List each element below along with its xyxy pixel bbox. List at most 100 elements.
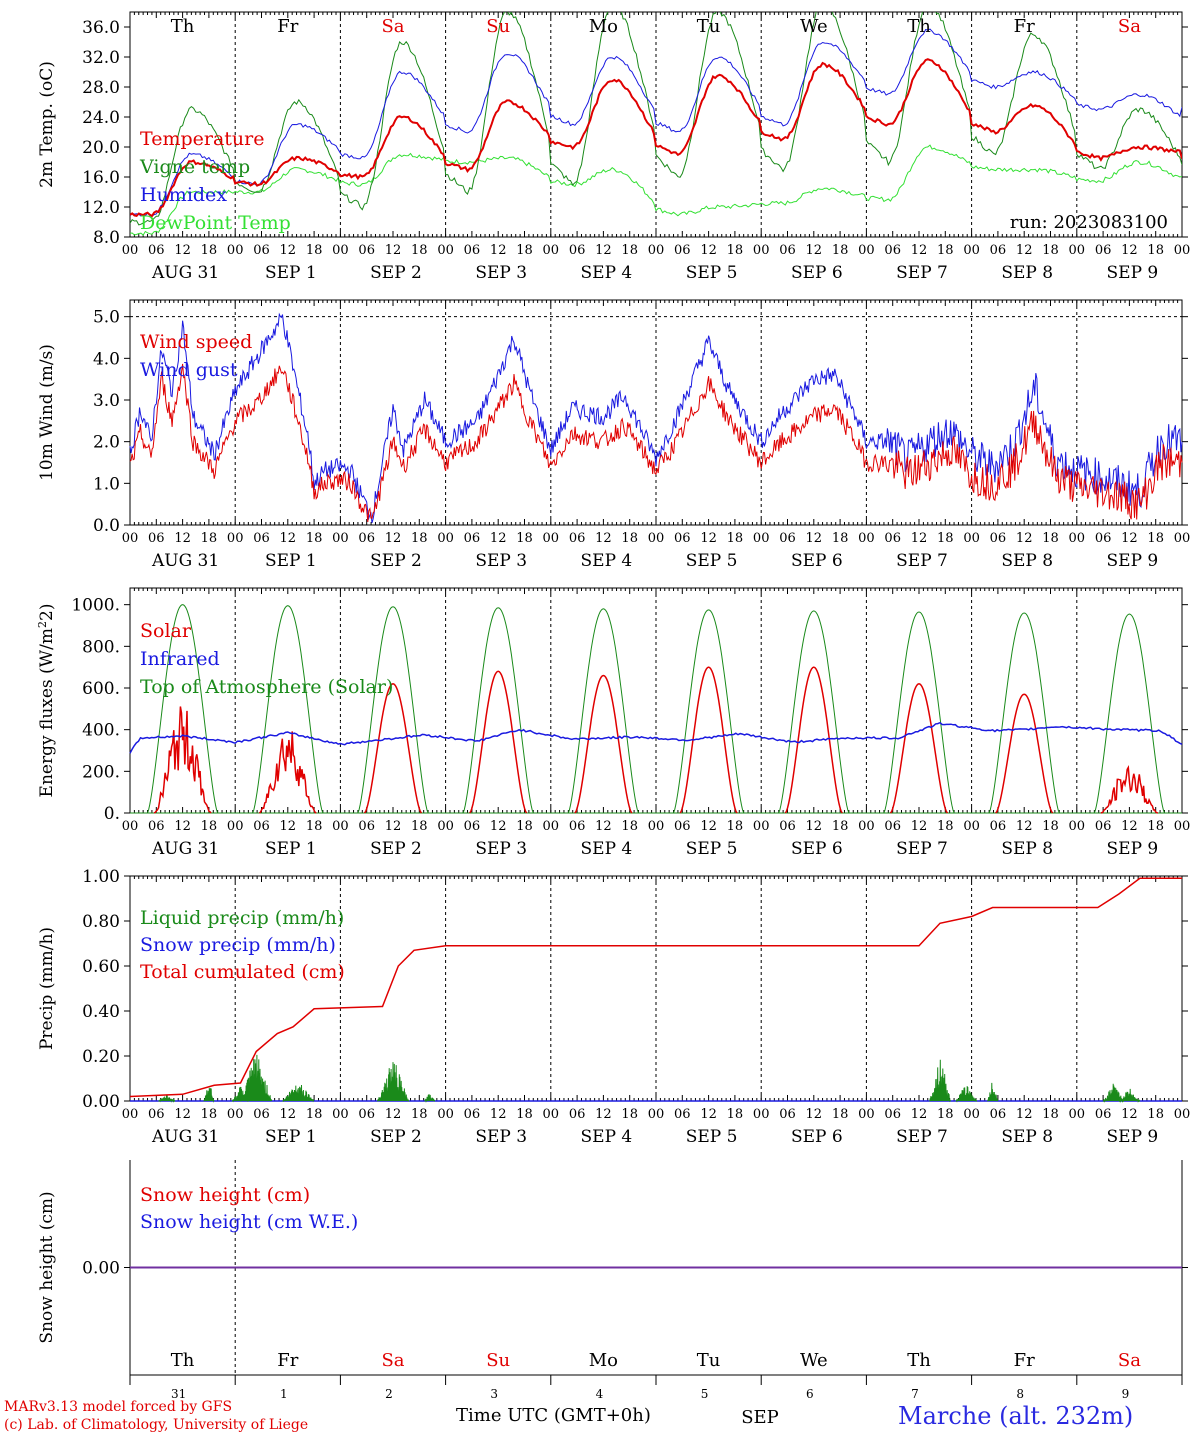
hour-tick-label: 00 xyxy=(753,531,770,546)
hour-tick-label: 18 xyxy=(306,819,323,834)
hour-tick-label: 18 xyxy=(411,819,428,834)
hour-tick-label: 06 xyxy=(358,1107,375,1122)
hour-tick-label: 06 xyxy=(569,531,586,546)
series-line-liquid-precip xyxy=(377,1062,410,1102)
hour-tick-label: 18 xyxy=(516,1107,533,1122)
date-label: SEP 4 xyxy=(581,839,633,859)
hour-tick-label: 00 xyxy=(122,1107,139,1122)
y-tick-label: 8.0 xyxy=(93,228,120,248)
hour-tick-label: 12 xyxy=(174,1107,191,1122)
hour-tick-label: 12 xyxy=(280,243,297,258)
hour-tick-label: 18 xyxy=(201,531,218,546)
hour-tick-label: 00 xyxy=(753,243,770,258)
hour-tick-label: 18 xyxy=(1147,531,1164,546)
date-label: SEP 6 xyxy=(791,551,843,571)
hour-tick-label: 06 xyxy=(569,1107,586,1122)
day-number-label: 3 xyxy=(490,1387,498,1401)
y-tick-label: 0.20 xyxy=(82,1047,120,1067)
series-line-top-of-atmosphere xyxy=(147,604,219,814)
weekday-label: Su xyxy=(486,1350,510,1371)
y-tick-label: 5.0 xyxy=(93,308,120,328)
time-axis-label: Time UTC (GMT+0h) xyxy=(456,1405,651,1426)
hour-tick-label: 18 xyxy=(937,819,954,834)
hour-tick-label: 00 xyxy=(227,819,244,834)
hour-tick-label: 00 xyxy=(753,1107,770,1122)
hour-tick-label: 06 xyxy=(464,1107,481,1122)
hour-tick-label: 06 xyxy=(569,819,586,834)
hour-tick-label: 00 xyxy=(858,531,875,546)
y-tick-label: 12.0 xyxy=(82,198,120,218)
hour-tick-label: 18 xyxy=(411,243,428,258)
date-label: AUG 31 xyxy=(151,839,219,859)
hour-tick-label: 06 xyxy=(1095,531,1112,546)
hour-tick-label: 18 xyxy=(727,243,744,258)
hour-tick-label: 18 xyxy=(832,531,849,546)
weekday-label: Th xyxy=(907,1350,931,1371)
hour-tick-label: 06 xyxy=(884,1107,901,1122)
hour-tick-label: 06 xyxy=(884,819,901,834)
hour-tick-label: 06 xyxy=(990,243,1007,258)
legend-entry: Top of Atmosphere (Solar) xyxy=(140,676,393,698)
hour-tick-label: 12 xyxy=(280,1107,297,1122)
hour-tick-label: 06 xyxy=(464,819,481,834)
date-label: SEP 6 xyxy=(791,263,843,283)
hour-tick-label: 00 xyxy=(1069,243,1086,258)
hour-tick-label: 18 xyxy=(832,243,849,258)
series-line-top-of-atmosphere xyxy=(988,612,1060,814)
hour-tick-label: 12 xyxy=(174,243,191,258)
hour-tick-label: 00 xyxy=(122,243,139,258)
y-tick-label: 0.60 xyxy=(82,957,120,977)
y-tick-label: 0.0 xyxy=(93,516,120,536)
legend-entry: Wind speed xyxy=(140,331,252,353)
date-label: SEP 7 xyxy=(896,839,948,859)
hour-tick-label: 18 xyxy=(727,1107,744,1122)
hour-tick-label: 18 xyxy=(621,1107,638,1122)
date-label: SEP 9 xyxy=(1107,551,1159,571)
station-label: Marche (alt. 232m) xyxy=(898,1402,1134,1430)
date-label: SEP 6 xyxy=(791,1127,843,1147)
y-tick-label: 400. xyxy=(82,721,120,741)
y-tick-label: 3.0 xyxy=(93,391,120,411)
legend-entry: DewPoint Temp xyxy=(140,212,291,234)
legend-entry: Total cumulated (cm) xyxy=(140,961,345,983)
hour-tick-label: 12 xyxy=(174,531,191,546)
hour-tick-label: 06 xyxy=(884,243,901,258)
hour-tick-label: 18 xyxy=(621,531,638,546)
hour-tick-label: 12 xyxy=(806,1107,823,1122)
hour-tick-label: 00 xyxy=(332,1107,349,1122)
series-line-liquid-precip xyxy=(424,1094,436,1103)
hour-tick-label: 12 xyxy=(595,243,612,258)
hour-tick-label: 00 xyxy=(963,819,980,834)
legend-entry: Humidex xyxy=(140,184,227,206)
date-label: SEP 2 xyxy=(370,263,422,283)
hour-tick-label: 12 xyxy=(280,819,297,834)
hour-tick-label: 00 xyxy=(1174,819,1191,834)
hour-tick-label: 06 xyxy=(569,243,586,258)
y-tick-label: 1.00 xyxy=(82,867,120,887)
hour-tick-label: 00 xyxy=(1069,819,1086,834)
date-label: SEP 1 xyxy=(265,551,317,571)
hour-tick-label: 00 xyxy=(332,243,349,258)
day-number-label: 9 xyxy=(1122,1387,1130,1401)
hour-tick-label: 18 xyxy=(1042,819,1059,834)
hour-tick-label: 00 xyxy=(648,531,665,546)
hour-tick-label: 12 xyxy=(1121,819,1138,834)
series-line-vigne-temp xyxy=(130,12,1182,226)
date-label: SEP 3 xyxy=(475,263,527,283)
panel-frame-3 xyxy=(129,587,1183,814)
copyright-line: (c) Lab. of Climatology, University of L… xyxy=(4,1417,309,1433)
date-label: SEP 3 xyxy=(475,1127,527,1147)
date-label: SEP 7 xyxy=(896,551,948,571)
legend-entry: Liquid precip (mm/h) xyxy=(140,907,344,929)
y-tick-label: 0.00 xyxy=(82,1092,120,1112)
hour-tick-label: 18 xyxy=(516,819,533,834)
series-line-liquid-precip xyxy=(158,1094,176,1103)
hour-tick-label: 18 xyxy=(727,531,744,546)
weekday-label: Tu xyxy=(697,16,721,37)
hour-tick-label: 06 xyxy=(464,243,481,258)
model-line: MARv3.13 model forced by GFS xyxy=(4,1399,233,1415)
day-number-label: 7 xyxy=(911,1387,919,1401)
series-line-top-of-atmosphere xyxy=(1093,613,1165,814)
hour-tick-label: 12 xyxy=(911,531,928,546)
hour-tick-label: 06 xyxy=(358,243,375,258)
